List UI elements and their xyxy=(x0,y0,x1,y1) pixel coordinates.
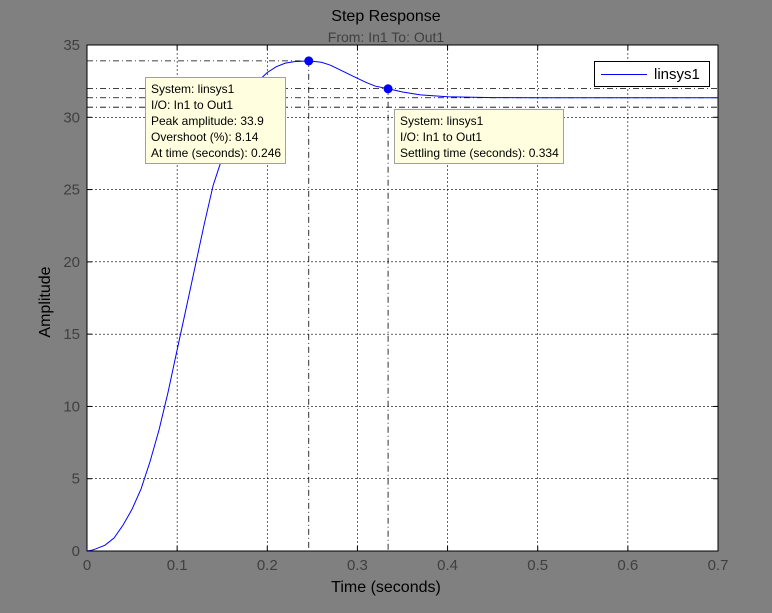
chart-title: Step Response xyxy=(331,8,441,25)
y-tick-label: 35 xyxy=(63,37,80,54)
y-tick-label: 5 xyxy=(72,471,80,488)
peak-tip-line: I/O: In1 to Out1 xyxy=(151,98,234,112)
peak-tip-line: System: linsys1 xyxy=(151,82,235,96)
x-tick-label: 0.3 xyxy=(347,557,368,574)
y-axis-label: Amplitude xyxy=(37,266,54,338)
x-tick-label: 0.7 xyxy=(708,557,729,574)
x-tick-label: 0.2 xyxy=(257,557,278,574)
settling-tip-line: I/O: In1 to Out1 xyxy=(400,130,483,144)
y-tick-label: 0 xyxy=(72,543,80,560)
peak-datatip[interactable]: System: linsys1 I/O: In1 to Out1 Peak am… xyxy=(145,77,287,164)
y-tick-label: 30 xyxy=(63,109,80,126)
legend-line-swatch xyxy=(601,74,647,75)
x-tick-label: 0 xyxy=(83,557,91,574)
y-tick-label: 15 xyxy=(63,326,80,343)
x-tick-label: 0.1 xyxy=(167,557,188,574)
x-tick-label: 0.6 xyxy=(617,557,638,574)
peak-tip-line: Peak amplitude: 33.9 xyxy=(151,114,264,128)
x-tick-label: 0.5 xyxy=(527,557,548,574)
peak-tip-line: At time (seconds): 0.246 xyxy=(151,146,282,160)
settling-marker xyxy=(383,84,393,94)
y-tick-label: 20 xyxy=(63,254,80,271)
legend-label: linsys1 xyxy=(654,66,700,83)
settling-tip-line: System: linsys1 xyxy=(400,114,484,128)
settling-tip-line: Settling time (seconds): 0.334 xyxy=(400,146,559,160)
settling-datatip[interactable]: System: linsys1 I/O: In1 to Out1 Settlin… xyxy=(394,109,564,164)
chart-subtitle: From: In1 To: Out1 xyxy=(327,29,445,45)
legend[interactable]: linsys1 xyxy=(594,61,710,87)
y-tick-label: 10 xyxy=(63,398,80,415)
axes-box xyxy=(86,44,719,552)
y-tick-label: 25 xyxy=(63,182,80,199)
peak-marker xyxy=(304,56,314,66)
peak-tip-line: Overshoot (%): 8.14 xyxy=(151,130,259,144)
x-axis-label: Time (seconds) xyxy=(331,579,441,596)
series-line-linsys1 xyxy=(86,60,718,552)
x-tick-label: 0.4 xyxy=(437,557,458,574)
